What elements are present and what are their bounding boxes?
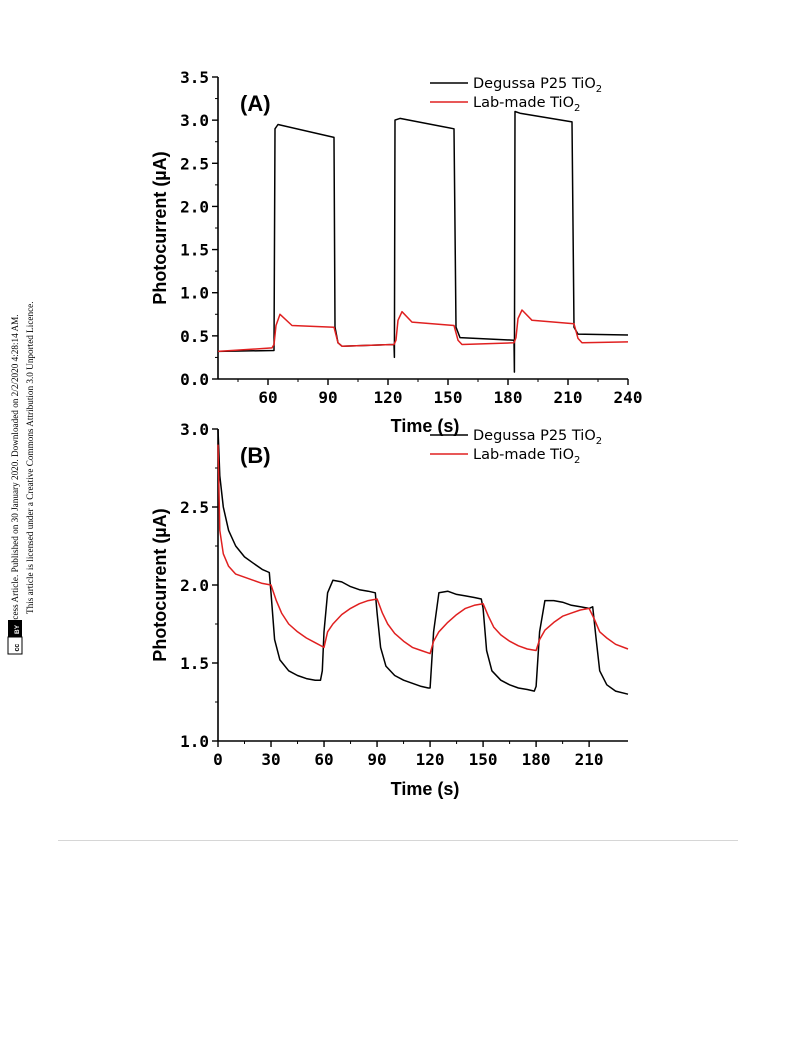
x-axis-label: Time (s) (391, 416, 460, 436)
chart-panel-1: 0.0 0.5 1.0 1.5 2.0 2.5 3.0 3.5 60 90 120 150 180 210… (150, 68, 642, 436)
series-line-degussa-p25 (217, 428, 629, 695)
panel-label: (A) (240, 91, 271, 116)
y-tick-label: 3.0 (180, 420, 209, 439)
x-tick-label: 180 (494, 388, 523, 407)
page-divider (58, 840, 738, 841)
legend-label-text: Lab-made TiO (473, 447, 574, 463)
x-tick-label: 210 (554, 388, 583, 407)
x-tick-label: 60 (314, 750, 333, 769)
y-tick-label: 3.0 (180, 111, 209, 130)
x-tick-label: 180 (522, 750, 551, 769)
y-tick-label: 0.5 (180, 327, 209, 346)
y-tick-label: 0.0 (180, 370, 209, 389)
y-tick-label: 1.0 (180, 732, 209, 751)
x-tick-label: 150 (434, 388, 463, 407)
series-line-lab-made (217, 309, 629, 353)
license-line-access: Open Access Article. Published on 30 Jan… (10, 314, 20, 652)
x-tick-label: 150 (469, 750, 498, 769)
series-line-lab-made (217, 444, 629, 655)
y-tick-label: 1.5 (180, 654, 209, 673)
y-tick-label: 1.5 (180, 241, 209, 260)
by-icon: BY (14, 624, 21, 634)
license-line-cc: This article is licensed under a Creativ… (25, 301, 35, 614)
x-tick-label: 0 (213, 750, 223, 769)
cc-icon: cc (14, 644, 21, 652)
legend-label: Lab-made TiO2 (473, 95, 580, 114)
y-tick-label: 2.0 (180, 197, 209, 216)
x-tick-label: 90 (367, 750, 386, 769)
x-tick-label: 210 (575, 750, 604, 769)
legend-label-text: Degussa P25 TiO (473, 76, 596, 92)
x-tick-label: 120 (374, 388, 403, 407)
legend-label-text: Lab-made TiO (473, 95, 574, 111)
x-tick-label: 90 (318, 388, 337, 407)
y-tick-label: 2.5 (180, 498, 209, 517)
x-tick-label: 240 (614, 388, 643, 407)
legend-label: Lab-made TiO2 (473, 447, 580, 466)
legend-label: Degussa P25 TiO2 (473, 428, 602, 447)
x-tick-label: 120 (416, 750, 445, 769)
x-tick-label: 60 (258, 388, 277, 407)
y-tick-label: 3.5 (180, 68, 209, 87)
y-axis-label: Photocurrent (µA) (150, 508, 170, 661)
series-line-degussa-p25 (217, 110, 629, 373)
legend-label-text: Degussa P25 TiO (473, 428, 596, 444)
legend-label-subscript: 2 (574, 455, 580, 466)
legend-label-subscript: 2 (596, 84, 602, 95)
y-tick-label: 1.0 (180, 284, 209, 303)
x-axis-label: Time (s) (391, 779, 460, 799)
legend-label: Degussa P25 TiO2 (473, 76, 602, 95)
license-sidebar-svg: Open Access Article. Published on 30 Jan… (7, 301, 35, 655)
by-badge-frame (8, 620, 22, 637)
x-tick-label: 30 (261, 750, 280, 769)
y-axis-label: Photocurrent (µA) (150, 151, 170, 304)
y-tick-label: 2.0 (180, 576, 209, 595)
panel-label: (B) (240, 443, 271, 468)
legend-label-subscript: 2 (596, 436, 602, 447)
legend-label-subscript: 2 (574, 103, 580, 114)
y-tick-label: 2.5 (180, 154, 209, 173)
license-sidebar: Open Access Article. Published on 30 Jan… (6, 196, 38, 656)
chart-panel-2: 1.0 1.5 2.0 2.5 3.0 0 30 60 90 120 150 180 210 Time (… (150, 420, 629, 799)
